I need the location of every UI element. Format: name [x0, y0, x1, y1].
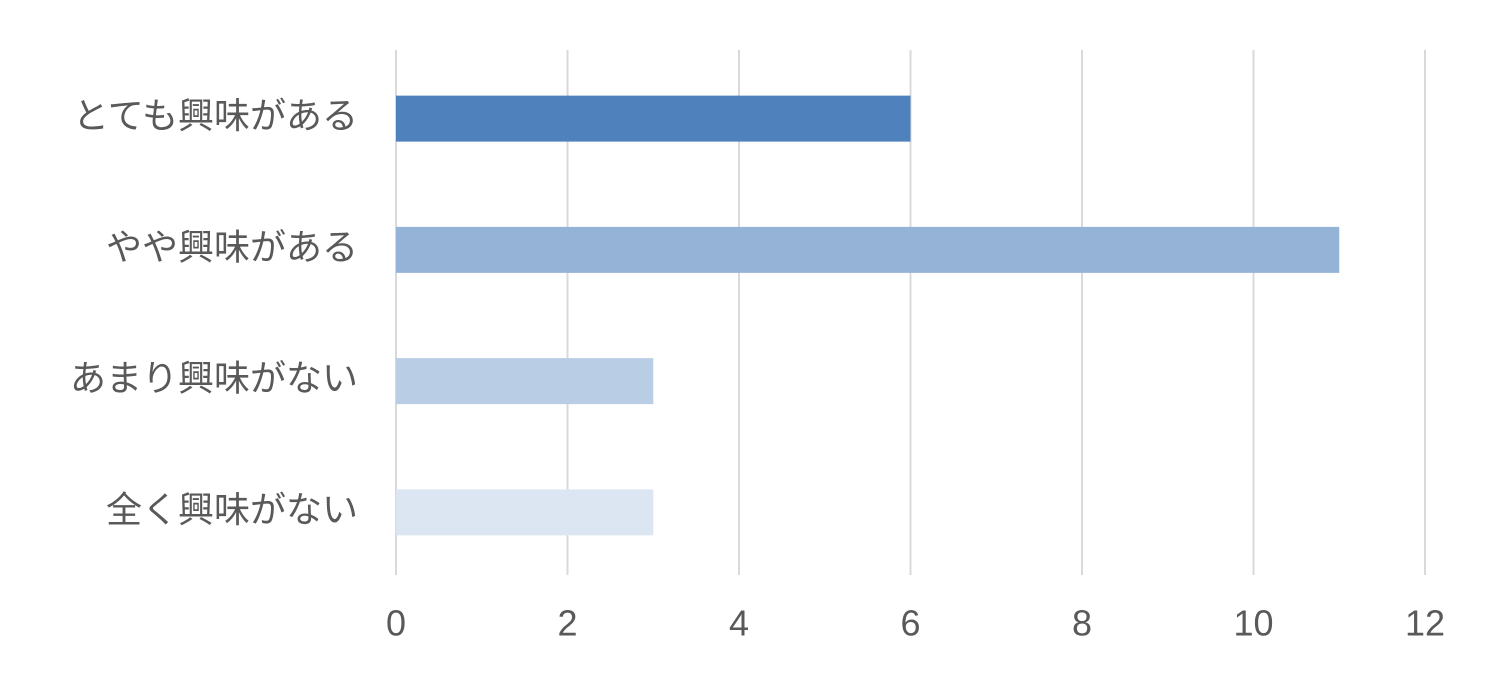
y-tick-label: やや興味がある — [106, 226, 358, 267]
x-tick-label: 4 — [729, 603, 749, 644]
x-tick-label: 0 — [386, 603, 406, 644]
y-tick-label: あまり興味がない — [70, 358, 358, 399]
x-tick-label: 6 — [900, 603, 920, 644]
x-tick-label: 2 — [557, 603, 577, 644]
y-tick-label: 全く興味がない — [106, 489, 358, 530]
bar — [396, 226, 1340, 273]
bar — [396, 358, 654, 405]
x-tick-label: 12 — [1405, 603, 1445, 644]
x-tick-label: 10 — [1233, 603, 1273, 644]
y-tick-label: とても興味がある — [73, 95, 358, 136]
bar — [396, 489, 654, 536]
bar — [396, 95, 911, 142]
x-tick-label: 8 — [1072, 603, 1092, 644]
